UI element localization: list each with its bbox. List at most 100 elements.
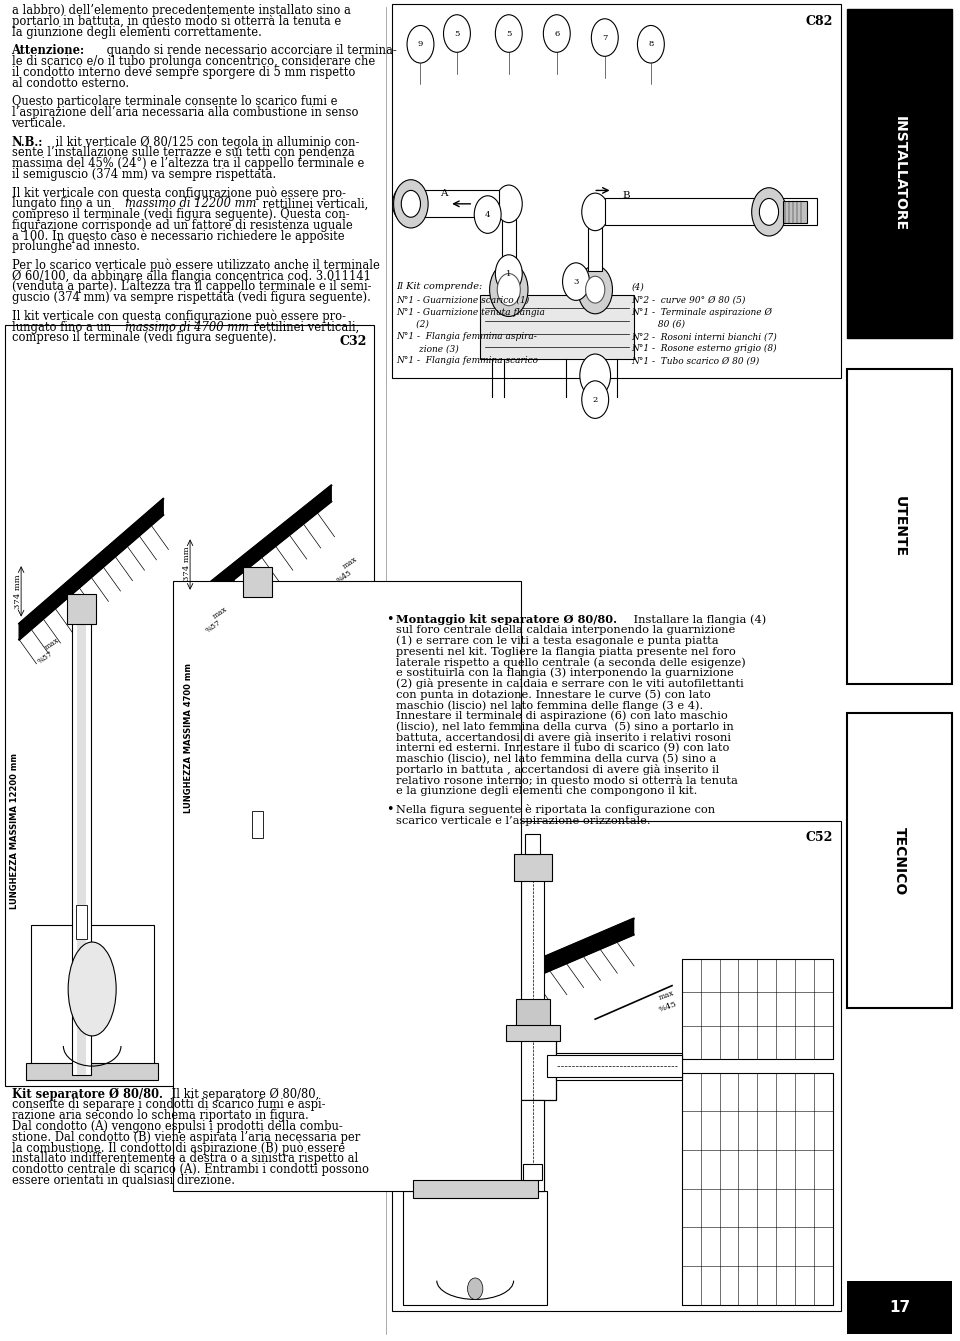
Bar <box>77 620 86 1075</box>
Text: %45: %45 <box>658 1000 678 1014</box>
Text: C82: C82 <box>805 15 833 28</box>
Text: a labbro) dell’elemento precedentemente installato sino a: a labbro) dell’elemento precedentemente … <box>12 4 350 17</box>
Text: laterale rispetto a quello centrale (a seconda delle esigenze): laterale rispetto a quello centrale (a s… <box>396 657 745 668</box>
Text: essere orientati in qualsiasi direzione.: essere orientati in qualsiasi direzione. <box>12 1173 234 1187</box>
Text: razione aria secondo lo schema riportato in figura.: razione aria secondo lo schema riportato… <box>12 1109 308 1122</box>
Ellipse shape <box>591 19 618 56</box>
Ellipse shape <box>582 381 609 418</box>
Text: e sostituirla con la flangia (3) interponendo la guarnizione: e sostituirla con la flangia (3) interpo… <box>396 668 733 679</box>
Text: N°1 - Guarnizione tenuta flangia: N°1 - Guarnizione tenuta flangia <box>396 308 545 316</box>
Text: presenti nel kit. Togliere la flangia piatta presente nel foro: presenti nel kit. Togliere la flangia pi… <box>396 646 735 657</box>
Ellipse shape <box>394 180 428 228</box>
Text: Attenzione:: Attenzione: <box>12 44 84 58</box>
Text: con punta in dotazione. Innestare le curve (5) con lato: con punta in dotazione. Innestare le cur… <box>396 689 710 700</box>
Bar <box>556 1053 682 1080</box>
Text: LUNGHEZZA MASSIMA 4700 mm: LUNGHEZZA MASSIMA 4700 mm <box>184 662 193 813</box>
Ellipse shape <box>495 255 522 292</box>
Text: Il kit verticale con questa configurazione può essere pro-: Il kit verticale con questa configurazio… <box>12 310 346 323</box>
Text: consente di separare i condotti di scarico fumi e aspi-: consente di separare i condotti di scari… <box>12 1098 325 1112</box>
Text: N°1 - Guarnizione scarico (1): N°1 - Guarnizione scarico (1) <box>396 296 530 304</box>
Text: massimo di 4700 mm: massimo di 4700 mm <box>125 320 249 334</box>
Text: N°1 -  Tubo scarico Ø 80 (9): N°1 - Tubo scarico Ø 80 (9) <box>632 357 760 365</box>
Ellipse shape <box>580 354 611 397</box>
Bar <box>403 1191 547 1305</box>
Bar <box>248 593 267 952</box>
Text: rettilinei verticali,: rettilinei verticali, <box>250 320 359 334</box>
Text: (2): (2) <box>396 320 429 329</box>
Text: %45: %45 <box>335 569 353 585</box>
Text: guscio (374 mm) va sempre rispettata (vedi figura seguente).: guscio (374 mm) va sempre rispettata (ve… <box>12 291 371 304</box>
Text: Dal condotto (A) vengono espulsi i prodotti della combu-: Dal condotto (A) vengono espulsi i prodo… <box>12 1120 343 1133</box>
Bar <box>206 825 319 944</box>
Text: 374 mm: 374 mm <box>183 546 191 581</box>
Bar <box>514 854 552 881</box>
Text: il kit verticale Ø 80/125 con tegola in alluminio con-: il kit verticale Ø 80/125 con tegola in … <box>52 135 359 149</box>
Text: 80 (6): 80 (6) <box>632 320 684 329</box>
Bar <box>31 925 154 1066</box>
Bar <box>173 581 521 1191</box>
Text: %57: %57 <box>204 618 223 634</box>
Text: Montaggio kit separatore Ø 80/80.: Montaggio kit separatore Ø 80/80. <box>396 614 616 625</box>
Text: Il kit verticale con questa configurazione può essere pro-: Il kit verticale con questa configurazio… <box>12 186 346 200</box>
Bar <box>847 1281 952 1334</box>
Bar <box>76 905 87 939</box>
Text: il condotto interno deve sempre sporgere di 5 mm rispetto: il condotto interno deve sempre sporgere… <box>12 66 355 79</box>
Text: 17: 17 <box>889 1299 910 1316</box>
Text: (2) già presente in caldaia e serrare con le viti autofilettanti: (2) già presente in caldaia e serrare co… <box>396 679 743 689</box>
Bar <box>510 1033 556 1100</box>
Text: relativo rosone interno; in questo modo si otterrà la tenuta: relativo rosone interno; in questo modo … <box>396 775 737 786</box>
Text: 374 mm: 374 mm <box>14 574 22 609</box>
Polygon shape <box>192 485 331 613</box>
Bar <box>252 811 263 838</box>
Text: •: • <box>386 803 394 817</box>
Ellipse shape <box>68 941 116 1035</box>
Text: 7: 7 <box>602 34 608 42</box>
Text: e la giunzione degli elementi che compongono il kit.: e la giunzione degli elementi che compon… <box>396 786 697 797</box>
Ellipse shape <box>468 1278 483 1299</box>
Bar <box>847 713 952 1008</box>
Bar <box>847 369 952 684</box>
Text: installato indifferentemente a destra o a sinistra rispetto al: installato indifferentemente a destra o … <box>12 1152 358 1165</box>
Text: Kit separatore Ø 80/80.: Kit separatore Ø 80/80. <box>12 1088 162 1101</box>
Text: interni ed esterni. Innestare il tubo di scarico (9) con lato: interni ed esterni. Innestare il tubo di… <box>396 743 729 754</box>
Text: TECNICO: TECNICO <box>893 827 906 894</box>
Text: 5: 5 <box>454 30 460 38</box>
Ellipse shape <box>759 198 779 225</box>
Text: scarico verticale e l’aspirazione orizzontale.: scarico verticale e l’aspirazione orizzo… <box>396 815 650 826</box>
Bar <box>525 834 540 854</box>
Text: Il Kit comprende:: Il Kit comprende: <box>396 283 483 291</box>
Text: Nella figura seguente è riportata la configurazione con: Nella figura seguente è riportata la con… <box>396 805 714 815</box>
Text: max: max <box>658 988 675 1002</box>
Text: max: max <box>342 555 359 571</box>
Bar <box>506 1025 560 1041</box>
Ellipse shape <box>563 263 589 300</box>
Bar <box>72 620 91 1075</box>
Polygon shape <box>398 919 634 1035</box>
Text: N°2 -  curve 90° Ø 80 (5): N°2 - curve 90° Ø 80 (5) <box>632 296 746 304</box>
Text: 1: 1 <box>506 270 512 278</box>
Text: al condotto esterno.: al condotto esterno. <box>12 76 129 90</box>
Text: portarlo in battuta, in questo modo si otterrà la tenuta e: portarlo in battuta, in questo modo si o… <box>12 15 341 28</box>
Text: maschio (liscio) nel lato femmina delle flange (3 e 4).: maschio (liscio) nel lato femmina delle … <box>396 700 703 711</box>
Text: 6: 6 <box>554 30 560 38</box>
Text: 2: 2 <box>592 396 598 404</box>
Ellipse shape <box>444 15 470 52</box>
Text: B: B <box>622 192 630 200</box>
Text: zione (3): zione (3) <box>396 345 459 353</box>
Text: Installare la flangia (4): Installare la flangia (4) <box>630 614 766 625</box>
Text: la combustione. Il condotto di aspirazione (B) può essere: la combustione. Il condotto di aspirazio… <box>12 1141 345 1155</box>
Bar <box>783 201 807 223</box>
Text: Il kit separatore Ø 80/80,: Il kit separatore Ø 80/80, <box>168 1088 320 1101</box>
Bar <box>399 190 499 217</box>
Text: a 100. In questo caso è necessario richiedere le apposite: a 100. In questo caso è necessario richi… <box>12 229 344 243</box>
Text: figurazione corrisponde ad un fattore di resistenza uguale: figurazione corrisponde ad un fattore di… <box>12 219 352 232</box>
Ellipse shape <box>495 185 522 223</box>
Text: UTENTE: UTENTE <box>893 496 906 557</box>
Text: l’aspirazione dell’aria necessaria alla combustione in senso: l’aspirazione dell’aria necessaria alla … <box>12 106 358 119</box>
Text: (1) e serrare con le viti a testa esagonale e punta piatta: (1) e serrare con le viti a testa esagon… <box>396 636 718 646</box>
Bar <box>605 198 817 225</box>
Text: battuta, accertandosi di avere già inserito i relativi rosoni: battuta, accertandosi di avere già inser… <box>396 732 731 743</box>
Text: rettilinei verticali,: rettilinei verticali, <box>259 197 369 211</box>
Ellipse shape <box>407 25 434 63</box>
Text: (liscio), nel lato femmina della curva  (5) sino a portarlo in: (liscio), nel lato femmina della curva (… <box>396 721 733 732</box>
